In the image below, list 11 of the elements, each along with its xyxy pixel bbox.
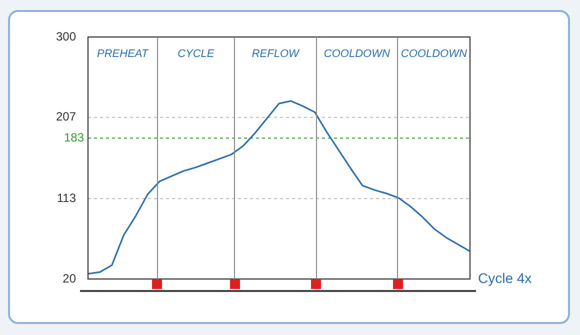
y-tick-label: 113 — [56, 190, 76, 205]
annotation: COOLDOWN — [324, 48, 390, 60]
annotation: CYCLE — [178, 48, 215, 60]
x-axis-title: Cycle 4x — [478, 270, 532, 286]
y-tick-label: 20 — [62, 271, 76, 286]
y-tick-label: 300 — [56, 29, 76, 44]
annotation: PREHEAT — [97, 48, 150, 60]
ref-line-label: 183 — [64, 130, 84, 144]
annotation: REFLOW — [252, 48, 301, 60]
annotation: COOLDOWN — [400, 48, 467, 60]
y-tick-label: 207 — [56, 110, 76, 124]
